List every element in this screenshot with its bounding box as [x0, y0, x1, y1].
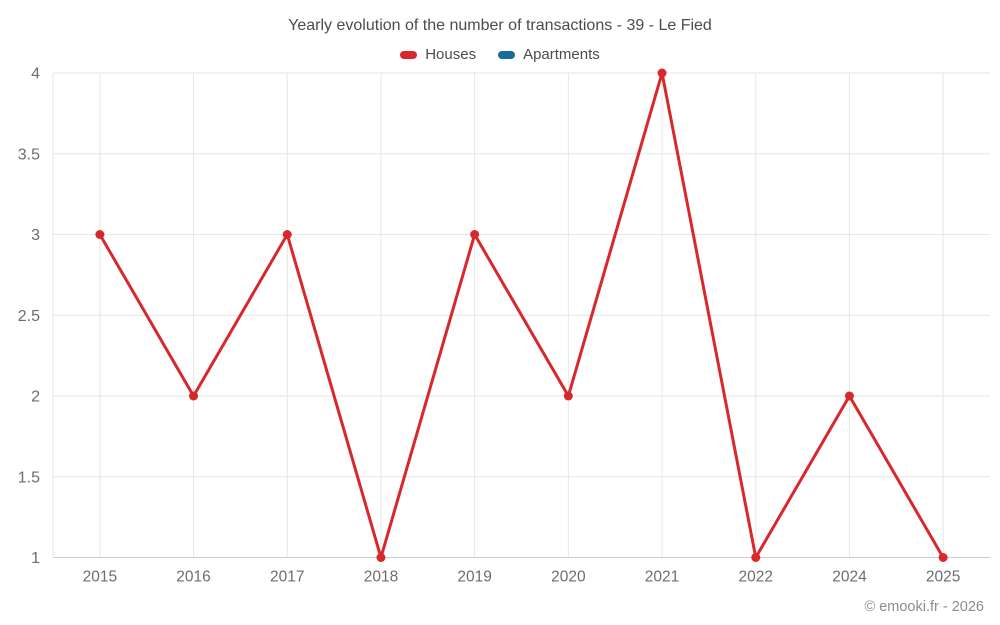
data-point-houses-2020[interactable]	[563, 391, 573, 401]
x-axis-label: 2024	[832, 569, 867, 586]
x-axis-label: 2019	[457, 569, 491, 586]
series-line-houses	[98, 71, 945, 559]
x-axis-label: 2017	[270, 569, 304, 586]
x-axis-label: 2025	[926, 569, 960, 586]
y-axis-label: 4	[31, 66, 40, 83]
y-axis-label: 2	[31, 389, 40, 406]
data-point-houses-2025[interactable]	[938, 553, 948, 562]
legend-swatch-apartments	[498, 50, 516, 59]
series-houses	[95, 68, 948, 562]
y-axis-label: 3.5	[18, 146, 40, 163]
x-axis-label: 2020	[551, 569, 586, 586]
y-axis-label: 2.5	[18, 308, 40, 325]
data-point-houses-2015[interactable]	[95, 230, 105, 239]
data-point-houses-2016[interactable]	[189, 391, 199, 401]
data-point-houses-2022[interactable]	[751, 553, 761, 562]
chart-title: Yearly evolution of the number of transa…	[288, 17, 712, 34]
legend-item-houses[interactable]: Houses	[400, 46, 476, 63]
y-axis-label: 3	[31, 227, 40, 244]
x-axis-label: 2022	[739, 569, 773, 586]
footer-credit: © emooki.fr - 2026	[864, 599, 984, 615]
data-point-houses-2024[interactable]	[844, 391, 854, 401]
x-axis-label: 2021	[645, 569, 679, 586]
x-axis-label: 2018	[364, 569, 398, 586]
y-axis-label: 1.5	[18, 469, 40, 486]
legend: Houses Apartments	[0, 46, 1000, 63]
legend-item-apartments[interactable]: Apartments	[498, 46, 600, 63]
legend-label-houses: Houses	[425, 46, 477, 63]
data-point-houses-2019[interactable]	[470, 230, 480, 239]
data-point-houses-2021[interactable]	[657, 68, 667, 78]
x-axis-label: 2016	[176, 569, 210, 586]
legend-label-apartments: Apartments	[523, 46, 600, 63]
data-point-houses-2018[interactable]	[376, 553, 386, 562]
x-axis-label: 2015	[83, 569, 117, 586]
legend-swatch-houses	[400, 50, 418, 59]
data-point-houses-2017[interactable]	[282, 230, 292, 239]
y-axis-label: 1	[31, 550, 40, 567]
